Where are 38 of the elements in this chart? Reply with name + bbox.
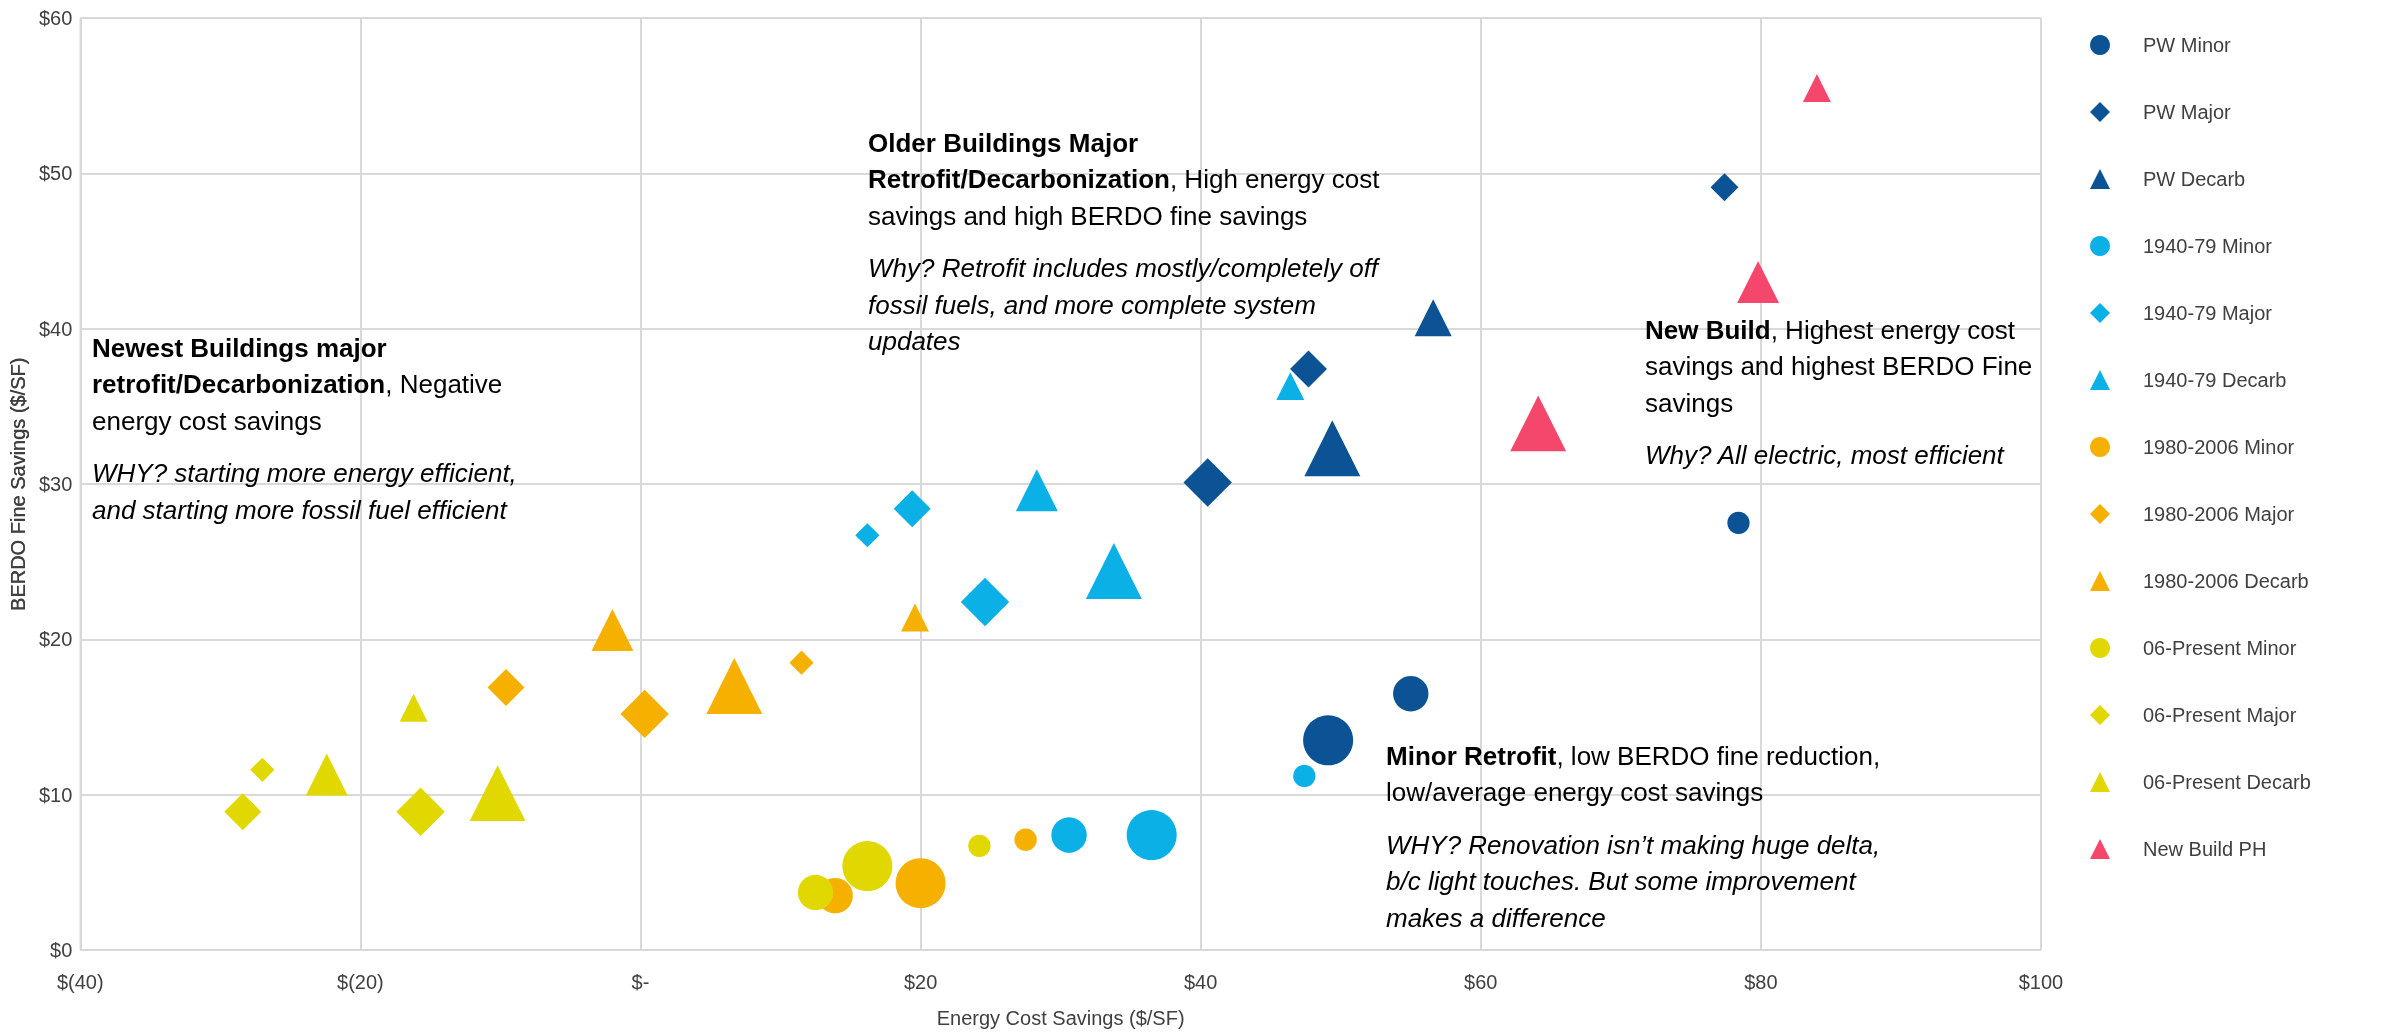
x-axis-title: Energy Cost Savings ($/SF) (936, 1007, 1185, 1029)
annotation: New Build, Highest energy cost savings and highest BERDO Fine savings (1645, 315, 2033, 418)
x-tick-label: $40 (1184, 971, 1218, 993)
legend-label: PW Major (2143, 101, 2232, 123)
y-axis-title: BERDO Fine Savings ($/SF) (7, 357, 31, 611)
y-tick-label: $50 (38, 162, 73, 185)
y-tick-label: $40 (38, 317, 73, 340)
legend-label: 1940-79 Major (2143, 302, 2273, 324)
x-tick-label: $(20) (337, 971, 384, 993)
x-tick-label: $60 (1464, 971, 1498, 993)
legend-label: 1980-2006 Minor (2143, 436, 2295, 458)
legend-label: 1980-2006 Decarb (2143, 570, 2309, 592)
annotation: WHY? starting more energy efficient, and starting more fossil fuel efficient (92, 457, 518, 527)
legend-label: 06-Present Minor (2143, 637, 2297, 659)
annotation: WHY? Renovation isn’t making huge delta, b/c light touches. But some improvement makes a difference (1386, 828, 1882, 935)
legend-label: 06-Present Major (2143, 704, 2297, 726)
y-tick-label: $0 (50, 939, 73, 961)
x-tick-label: $100 (2018, 971, 2064, 993)
y-tick-label: $10 (38, 783, 73, 806)
annotation: Minor Retrofit, low BERDO fine reduction, low/average energy cost savings (1386, 741, 1881, 808)
legend-label: 1940-79 Minor (2143, 235, 2273, 257)
legend-label: New Build PH (2143, 838, 2267, 860)
annotation: Older Buildings Major Retrofit/Decarbonization, High energy cost savings and high BERDO fine savings (868, 128, 1380, 231)
x-tick-label: $- (631, 971, 650, 993)
annotation: Why? Retrofit includes mostly/completely off fossil fuels, and more complete system updates (868, 252, 1381, 358)
x-tick-label: $(40) (56, 971, 104, 993)
x-tick-label: $20 (903, 971, 938, 993)
x-tick-label: $80 (1744, 971, 1778, 993)
y-tick-label: $60 (38, 7, 73, 29)
legend-label: 06-Present Decarb (2143, 771, 2311, 793)
y-tick-label: $30 (38, 473, 73, 495)
legend-label: 1980-2006 Major (2143, 503, 2295, 525)
legend-label: PW Decarb (2143, 168, 2246, 190)
legend-label: 1940-79 Decarb (2143, 369, 2287, 391)
y-tick-label: $20 (38, 628, 73, 651)
legend-label: PW Minor (2143, 34, 2232, 56)
text: Newest Buildings major retrofit/Decarbonization, Negative energy cost savings (92, 333, 503, 436)
annotation: Why? All electric, most efficient (1645, 439, 2006, 473)
